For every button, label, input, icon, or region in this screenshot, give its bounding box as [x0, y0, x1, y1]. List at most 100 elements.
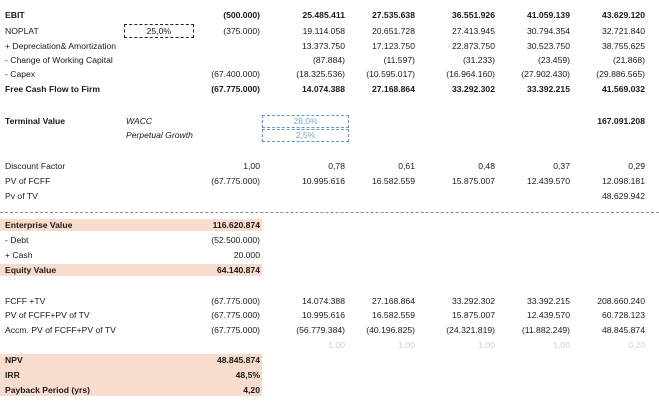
fcff-value-1: 14.074.388 [301, 84, 345, 94]
debt-amount: (52.500.000) [211, 235, 260, 245]
terminal-value-row: Terminal Value WACC 28,0% 167.091.208 [0, 115, 659, 128]
fcff-row: Free Cash Flow to Firm (67.775.000) 14.0… [0, 83, 659, 95]
pv-tv-value: 48.629.942 [601, 191, 645, 201]
pv-fcff-tv-value-3: 15.875.007 [451, 310, 495, 320]
ebit-value-3: 36.551.926 [451, 10, 495, 20]
pv-fcff-value-2: 16.582.559 [371, 176, 415, 186]
pv-tv-label: Pv of TV [5, 191, 38, 201]
pv-fcff-tv-row: PV of FCFF+PV of TV (67.775.000) 10.995.… [0, 309, 659, 321]
enterprise-value-label: Enterprise Value [5, 220, 73, 230]
pv-fcff-tv-value-0: (67.775.000) [211, 310, 260, 320]
cash-amount: 20.000 [233, 250, 260, 260]
fcff-tv-row: FCFF +TV (67.775.000) 14.074.388 27.168.… [0, 295, 659, 307]
noplat-value-4: 30.794.354 [526, 26, 570, 36]
capex-row: - Capex (67.400.000) (18.325.536) (10.59… [0, 68, 659, 80]
depreciation-label: + Depreciation& Amortization [5, 41, 117, 51]
capex-value-2: (10.595.017) [366, 69, 415, 79]
capex-label: - Capex [5, 69, 36, 79]
ebit-value-1: 25.485.411 [302, 10, 345, 20]
terminal-value-amount: 167.091.208 [597, 116, 645, 126]
accm-pv-value-5: 48.845.874 [601, 325, 645, 335]
pv-fcff-label: PV of FCFF [5, 176, 51, 186]
discount-factor-value-5: 0,29 [628, 161, 645, 171]
noplat-value-5: 32.721.840 [601, 26, 645, 36]
perpetual-growth-label: Perpetual Growth [126, 130, 193, 140]
pv-fcff-row: PV of FCFF (67.775.000) 10.995.616 16.58… [0, 175, 659, 187]
tax-rate-value: 25,0% [146, 26, 171, 36]
payback-label: Payback Period (yrs) [5, 385, 91, 395]
depreciation-row: + Depreciation& Amortization 13.373.750 … [0, 40, 659, 52]
ghost-value-1: 1,00 [328, 340, 345, 350]
capex-value-4: (27.902.430) [521, 69, 570, 79]
ebit-value-5: 43.629.120 [601, 10, 645, 20]
noplat-value-0: (375.000) [223, 26, 260, 36]
working-capital-value-1: (87.884) [312, 55, 345, 65]
fcff-tv-value-4: 33.392.215 [526, 296, 570, 306]
ghost-value-3: 1,00 [478, 340, 495, 350]
ebit-row: EBIT (500.000) 25.485.411 27.535.638 36.… [0, 9, 659, 21]
wacc-value: 28,0% [293, 116, 318, 126]
fcff-tv-value-0: (67.775.000) [211, 296, 260, 306]
pv-fcff-value-3: 15.875.007 [451, 176, 495, 186]
payback-value: 4,20 [243, 385, 260, 395]
accm-pv-value-2: (40.196.825) [366, 325, 415, 335]
results-highlight [0, 354, 262, 396]
pv-fcff-value-0: (67.775.000) [211, 176, 260, 186]
capex-value-0: (67.400.000) [211, 69, 260, 79]
noplat-value-3: 27.413.945 [451, 26, 495, 36]
enterprise-value-highlight [0, 219, 262, 231]
debt-row: - Debt (52.500.000) [0, 234, 659, 246]
ghost-value-5: 0,20 [628, 340, 645, 350]
irr-row: IRR 48,5% [0, 369, 659, 381]
debt-label: - Debt [5, 235, 29, 245]
fcff-tv-value-5: 208.660.240 [597, 296, 645, 306]
wacc-input[interactable]: 28,0% [262, 115, 349, 128]
depreciation-value-5: 38.755.625 [601, 41, 645, 51]
irr-value: 48,5% [235, 370, 260, 380]
fcff-value-4: 33.392.215 [526, 84, 570, 94]
discount-factor-row: Discount Factor 1,00 0,78 0,61 0,48 0,37… [0, 160, 659, 172]
fcff-tv-value-1: 14.074.388 [301, 296, 345, 306]
working-capital-label: - Change of Working Capital [5, 55, 113, 65]
pv-fcff-tv-value-2: 16.582.559 [371, 310, 415, 320]
accm-pv-value-3: (24.321.819) [446, 325, 495, 335]
equity-value-amount: 64.140.874 [216, 265, 260, 275]
pv-fcff-value-4: 12.439.570 [526, 176, 570, 186]
pv-fcff-value-5: 12.098.181 [601, 176, 645, 186]
perpetual-growth-row: Perpetual Growth 2,5% [0, 129, 659, 142]
cash-label: + Cash [5, 250, 33, 260]
discount-factor-value-1: 0,78 [328, 161, 345, 171]
depreciation-value-1: 13.373.750 [301, 41, 345, 51]
pv-fcff-value-1: 10.995.616 [301, 176, 345, 186]
pv-fcff-tv-value-4: 12.439.570 [526, 310, 570, 320]
ghost-row: 1,00 1,00 1,00 1,00 0,20 [0, 339, 659, 351]
ebit-value-0: (500.000) [223, 10, 260, 20]
capex-value-1: (18.325.536) [296, 69, 345, 79]
fcff-value-2: 27.168.864 [371, 84, 415, 94]
accm-pv-label: Accm. PV of FCFF+PV of TV [5, 325, 116, 335]
ghost-value-2: 1,00 [398, 340, 415, 350]
noplat-label: NOPLAT [5, 26, 39, 36]
pv-fcff-tv-value-1: 10.995.616 [301, 310, 345, 320]
equity-value-label: Equity Value [5, 265, 57, 275]
npv-value: 48.845.874 [216, 355, 260, 365]
wacc-label: WACC [126, 116, 153, 126]
pv-fcff-tv-label: PV of FCFF+PV of TV [5, 310, 90, 320]
accm-pv-value-1: (56.779.384) [296, 325, 345, 335]
fcff-value-5: 41.569.032 [601, 84, 645, 94]
npv-row: NPV 48.845.874 [0, 354, 659, 366]
perpetual-growth-value: 2,5% [295, 130, 316, 140]
noplat-value-2: 20.651.728 [371, 26, 415, 36]
enterprise-value-row: Enterprise Value 116.620.874 [0, 219, 659, 231]
irr-label: IRR [5, 370, 20, 380]
perpetual-growth-input[interactable]: 2,5% [262, 129, 349, 142]
pv-fcff-tv-value-5: 60.728.123 [601, 310, 645, 320]
capex-value-5: (29.886.565) [596, 69, 645, 79]
discount-factor-label: Discount Factor [5, 161, 66, 171]
depreciation-value-4: 30.523.750 [526, 41, 570, 51]
accm-pv-value-4: (11.882.249) [521, 325, 570, 335]
working-capital-value-3: (31.233) [462, 55, 495, 65]
fcff-label: Free Cash Flow to Firm [5, 84, 101, 94]
tax-rate-input[interactable]: 25,0% [124, 24, 194, 38]
accm-pv-row: Accm. PV of FCFF+PV of TV (67.775.000) (… [0, 324, 659, 336]
